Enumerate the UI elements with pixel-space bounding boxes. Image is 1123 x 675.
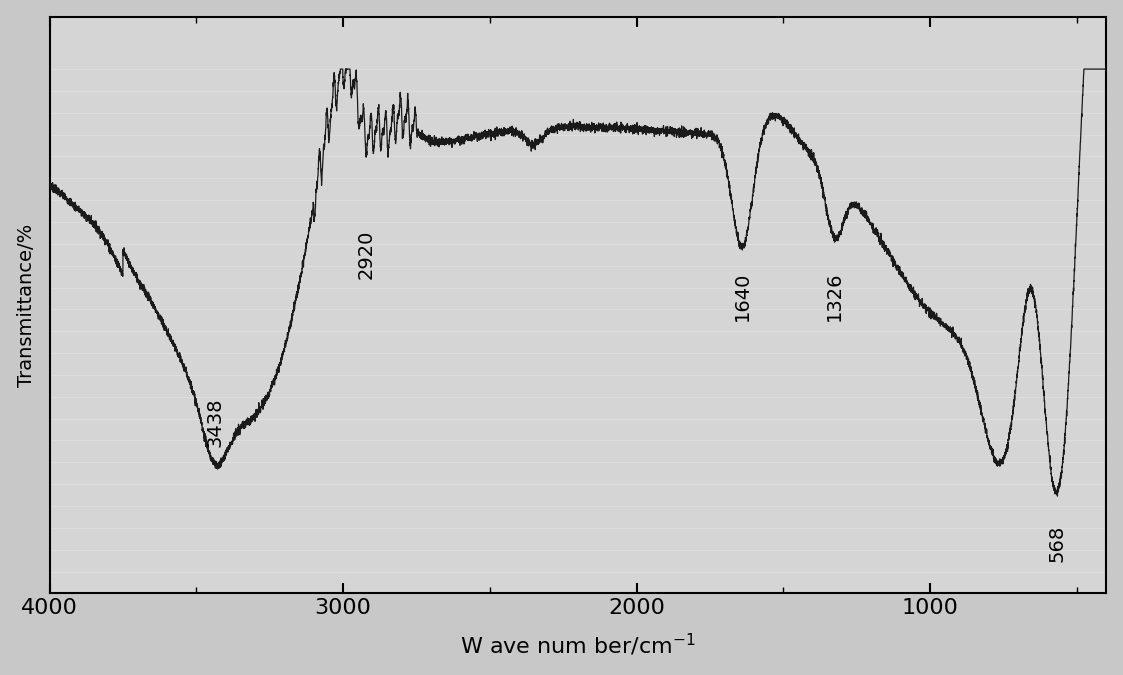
Text: 568: 568 xyxy=(1048,524,1067,562)
Text: 1640: 1640 xyxy=(733,271,751,321)
Text: 3438: 3438 xyxy=(206,397,223,447)
Text: 2920: 2920 xyxy=(357,230,376,279)
Text: 1326: 1326 xyxy=(825,271,844,321)
Y-axis label: Transmittance/%: Transmittance/% xyxy=(17,223,36,387)
X-axis label: W ave num ber/cm$^{-1}$: W ave num ber/cm$^{-1}$ xyxy=(460,632,696,658)
